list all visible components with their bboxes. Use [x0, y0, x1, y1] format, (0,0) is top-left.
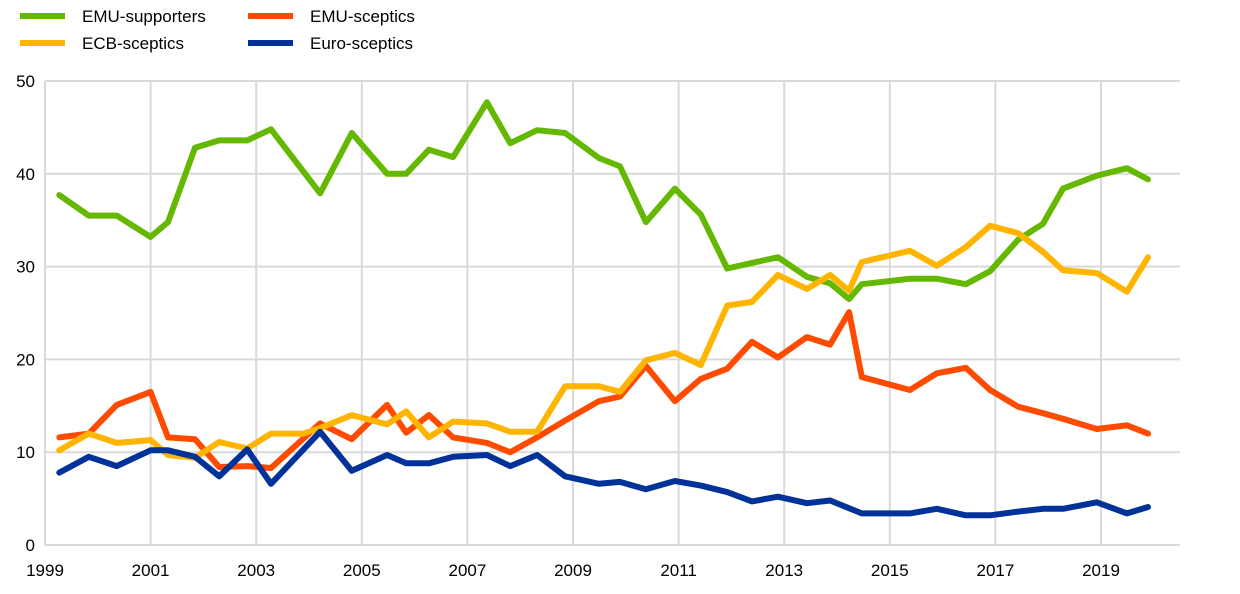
y-tick-label: 10	[16, 443, 35, 462]
legend-label: Euro-sceptics	[310, 34, 413, 53]
y-tick-label: 40	[16, 165, 35, 184]
y-tick-label: 20	[16, 350, 35, 369]
x-tick-label: 2003	[237, 561, 275, 580]
legend-label: EMU-sceptics	[310, 7, 415, 26]
series-line-ecb-sceptics	[59, 226, 1148, 458]
y-tick-label: 50	[16, 72, 35, 91]
legend-label: ECB-sceptics	[82, 34, 184, 53]
series-lines	[59, 102, 1148, 515]
tick-labels: 0 10 20 30 40 50 1999 2001 2003 2005 2007 2009 2011 2…	[16, 72, 1120, 580]
x-tick-label: 2009	[554, 561, 592, 580]
x-tick-label: 2019	[1082, 561, 1120, 580]
legend: EMU-supporters EMU-sceptics ECB-sceptics Eu…	[20, 7, 415, 53]
y-tick-label: 0	[26, 536, 35, 555]
x-tick-label: 2015	[871, 561, 909, 580]
x-tick-label: 2007	[448, 561, 486, 580]
x-tick-label: 2005	[343, 561, 381, 580]
x-tick-label: 2017	[976, 561, 1014, 580]
y-tick-label: 30	[16, 258, 35, 277]
legend-label: EMU-supporters	[82, 7, 206, 26]
series-line-emu-supporters	[59, 102, 1148, 299]
x-tick-label: 2001	[132, 561, 170, 580]
x-tick-label: 1999	[26, 561, 64, 580]
x-tick-label: 2013	[765, 561, 803, 580]
x-tick-label: 2011	[660, 561, 697, 580]
